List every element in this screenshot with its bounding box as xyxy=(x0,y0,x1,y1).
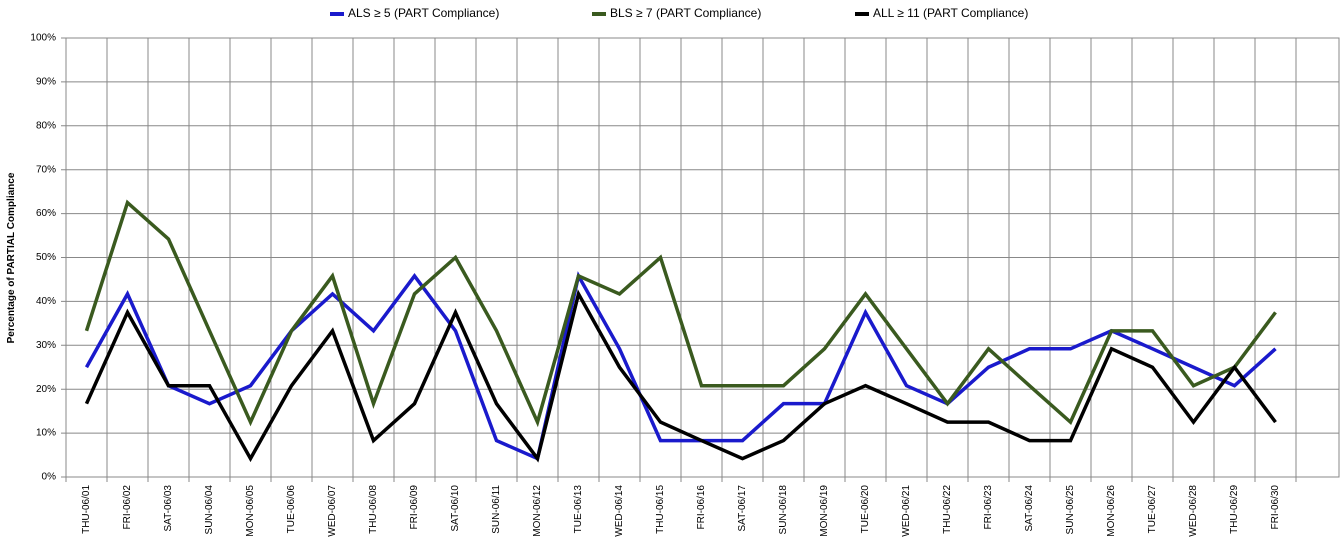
x-tick-label: WED-06/07 xyxy=(327,485,338,537)
x-tick-label: TUE-06/20 xyxy=(860,485,871,534)
y-tick-label: 60% xyxy=(36,208,56,219)
x-tick-label: SAT-06/17 xyxy=(737,485,748,532)
x-tick-label: MON-06/26 xyxy=(1106,485,1117,537)
y-axis-label: Percentage of PARTIAL Compliance xyxy=(6,172,17,343)
x-tick-label: THU-06/15 xyxy=(655,485,666,534)
x-tick-label: WED-06/21 xyxy=(901,485,912,537)
legend-label: ALL ≥ 11 (PART Compliance) xyxy=(873,6,1028,20)
x-tick-label: MON-06/19 xyxy=(819,485,830,537)
x-tick-label: THU-06/08 xyxy=(368,485,379,534)
x-tick-label: SUN-06/11 xyxy=(491,485,502,534)
x-tick-label: MON-06/12 xyxy=(532,485,543,537)
y-tick-label: 20% xyxy=(36,384,56,395)
x-tick-label: SAT-06/24 xyxy=(1024,485,1035,532)
series-line xyxy=(84,289,1277,463)
x-tick-label: TUE-06/13 xyxy=(573,485,584,534)
y-tick-label: 30% xyxy=(36,340,56,351)
x-tick-label: MON-06/05 xyxy=(245,485,256,537)
x-tick-label: SAT-06/10 xyxy=(450,485,461,532)
legend-label: ALS ≥ 5 (PART Compliance) xyxy=(348,6,499,20)
x-tick-label: WED-06/28 xyxy=(1188,485,1199,537)
y-tick-label: 0% xyxy=(42,472,57,483)
x-tick-label: TUE-06/06 xyxy=(286,485,297,534)
x-tick-label: SAT-06/03 xyxy=(163,485,174,532)
x-tick-label: THU-06/29 xyxy=(1229,485,1240,534)
y-tick-label: 40% xyxy=(36,296,56,307)
x-tick-label: SUN-06/04 xyxy=(204,485,215,535)
x-tick-label: FRI-06/16 xyxy=(696,485,707,530)
x-tick-label: SUN-06/25 xyxy=(1065,485,1076,535)
x-tick-label: WED-06/14 xyxy=(614,485,625,537)
x-tick-label: TUE-06/27 xyxy=(1147,485,1158,534)
x-tick-label: THU-06/01 xyxy=(81,485,92,534)
x-tick-label: FRI-06/02 xyxy=(122,485,133,530)
x-tick-label: THU-06/22 xyxy=(942,485,953,534)
x-tick-label: FRI-06/23 xyxy=(983,485,994,530)
x-tick-label: FRI-06/30 xyxy=(1270,485,1281,530)
x-tick-label: SUN-06/18 xyxy=(778,485,789,535)
series-line xyxy=(84,199,1277,428)
legend-label: BLS ≥ 7 (PART Compliance) xyxy=(610,6,761,20)
y-tick-label: 90% xyxy=(36,77,56,88)
y-tick-label: 50% xyxy=(36,252,56,263)
x-tick-label: FRI-06/09 xyxy=(409,485,420,530)
series-line xyxy=(84,271,1277,462)
y-tick-label: 70% xyxy=(36,164,56,175)
y-tick-label: 10% xyxy=(36,428,56,439)
y-tick-label: 80% xyxy=(36,120,56,131)
y-tick-label: 100% xyxy=(30,33,56,44)
